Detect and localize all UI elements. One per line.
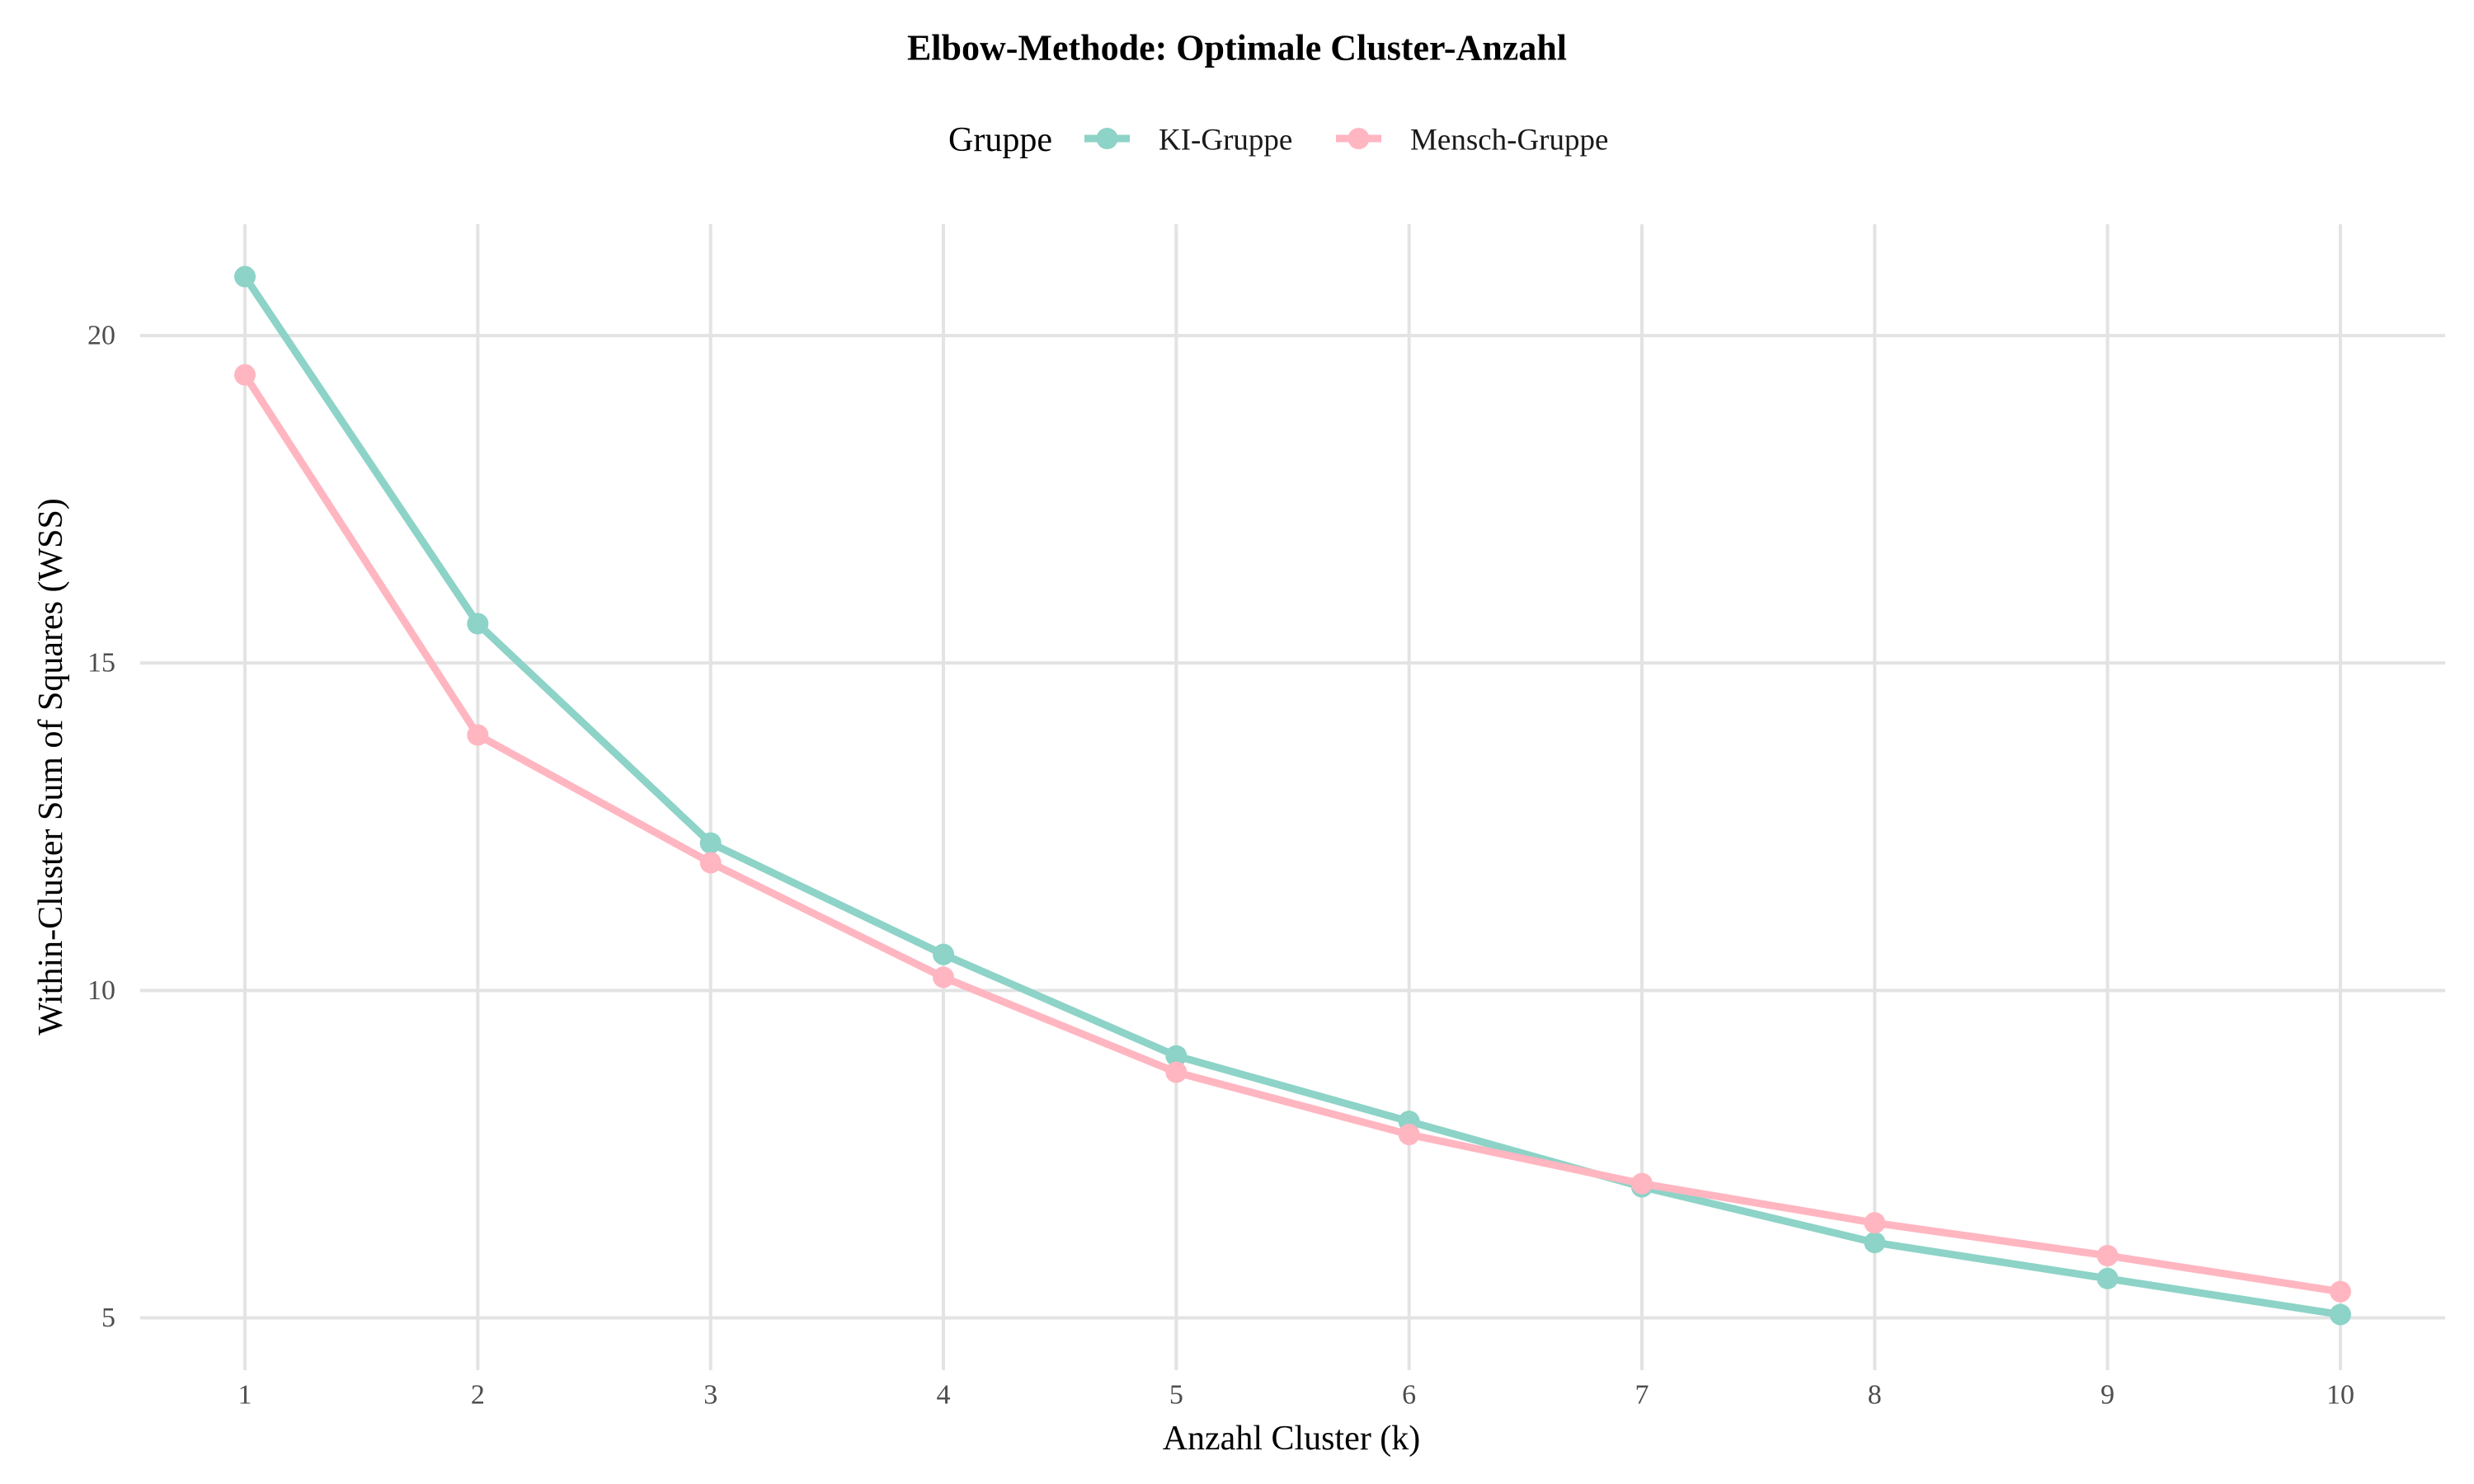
series-line-mensch-gruppe — [242, 373, 2341, 1296]
x-gridlines — [243, 224, 2342, 1370]
data-point-ki-gruppe — [1864, 1232, 1886, 1254]
legend: Gruppe KI-Gruppe Mensch-Gruppe — [948, 121, 1608, 159]
data-point-ki-gruppe — [234, 265, 256, 288]
x-tick-label: 7 — [1634, 1380, 1649, 1411]
x-tick-label: 2 — [471, 1380, 485, 1411]
data-point-mensch-gruppe — [234, 364, 256, 386]
x-tick-label: 8 — [1868, 1380, 1882, 1411]
legend-items: KI-Gruppe Mensch-Gruppe — [1084, 124, 1608, 157]
data-point-ki-gruppe — [699, 832, 722, 854]
data-point-ki-gruppe — [467, 613, 489, 635]
legend-item-mensch-gruppe: Mensch-Gruppe — [1336, 124, 1608, 157]
data-point-mensch-gruppe — [2096, 1245, 2119, 1266]
x-axis-title: Anzahl Cluster (k) — [1163, 1420, 1421, 1458]
legend-key-point — [1348, 128, 1370, 149]
y-tick-label: 15 — [87, 648, 115, 679]
y-tick-label: 20 — [87, 321, 115, 351]
y-tick-label: 5 — [101, 1303, 115, 1333]
legend-key-point — [1096, 128, 1118, 149]
y-tick-labels: 5 10 15 20 — [87, 321, 115, 1333]
data-point-mensch-gruppe — [699, 852, 722, 874]
legend-title: Gruppe — [948, 121, 1052, 159]
x-tick-label: 6 — [1402, 1380, 1416, 1411]
y-tick-label: 10 — [87, 975, 115, 1006]
series-line-ki-gruppe — [242, 275, 2341, 1318]
data-point-ki-gruppe — [2096, 1267, 2119, 1289]
x-tick-label: 9 — [2100, 1380, 2114, 1411]
data-point-mensch-gruppe — [1864, 1212, 1886, 1234]
y-axis-title: Within-Cluster Sum of Squares (WSS) — [32, 498, 70, 1036]
series-ki-gruppe — [234, 265, 2351, 1326]
data-point-mensch-gruppe — [933, 966, 955, 989]
x-tick-label: 4 — [937, 1380, 951, 1411]
data-point-mensch-gruppe — [1165, 1061, 1188, 1083]
x-tick-label: 5 — [1169, 1380, 1183, 1411]
legend-label: KI-Gruppe — [1159, 124, 1292, 157]
data-point-mensch-gruppe — [467, 724, 489, 746]
data-point-ki-gruppe — [2329, 1303, 2351, 1326]
data-point-mensch-gruppe — [1630, 1172, 1653, 1195]
data-point-mensch-gruppe — [1398, 1124, 1420, 1146]
y-gridlines — [140, 334, 2445, 1320]
series-group — [234, 265, 2351, 1326]
series-mensch-gruppe — [234, 364, 2351, 1303]
legend-item-ki-gruppe: KI-Gruppe — [1084, 124, 1292, 157]
data-point-mensch-gruppe — [2329, 1280, 2351, 1303]
legend-label: Mensch-Gruppe — [1410, 124, 1608, 157]
x-tick-label: 1 — [238, 1380, 252, 1411]
x-tick-label: 10 — [2326, 1380, 2354, 1411]
x-tick-labels: 1 2 3 4 5 6 7 8 9 10 — [238, 1380, 2354, 1411]
x-tick-label: 3 — [703, 1380, 717, 1411]
data-point-ki-gruppe — [933, 943, 955, 965]
data-point-ki-gruppe — [1165, 1045, 1188, 1067]
chart-title: Elbow-Methode: Optimale Cluster-Anzahl — [907, 28, 1567, 68]
